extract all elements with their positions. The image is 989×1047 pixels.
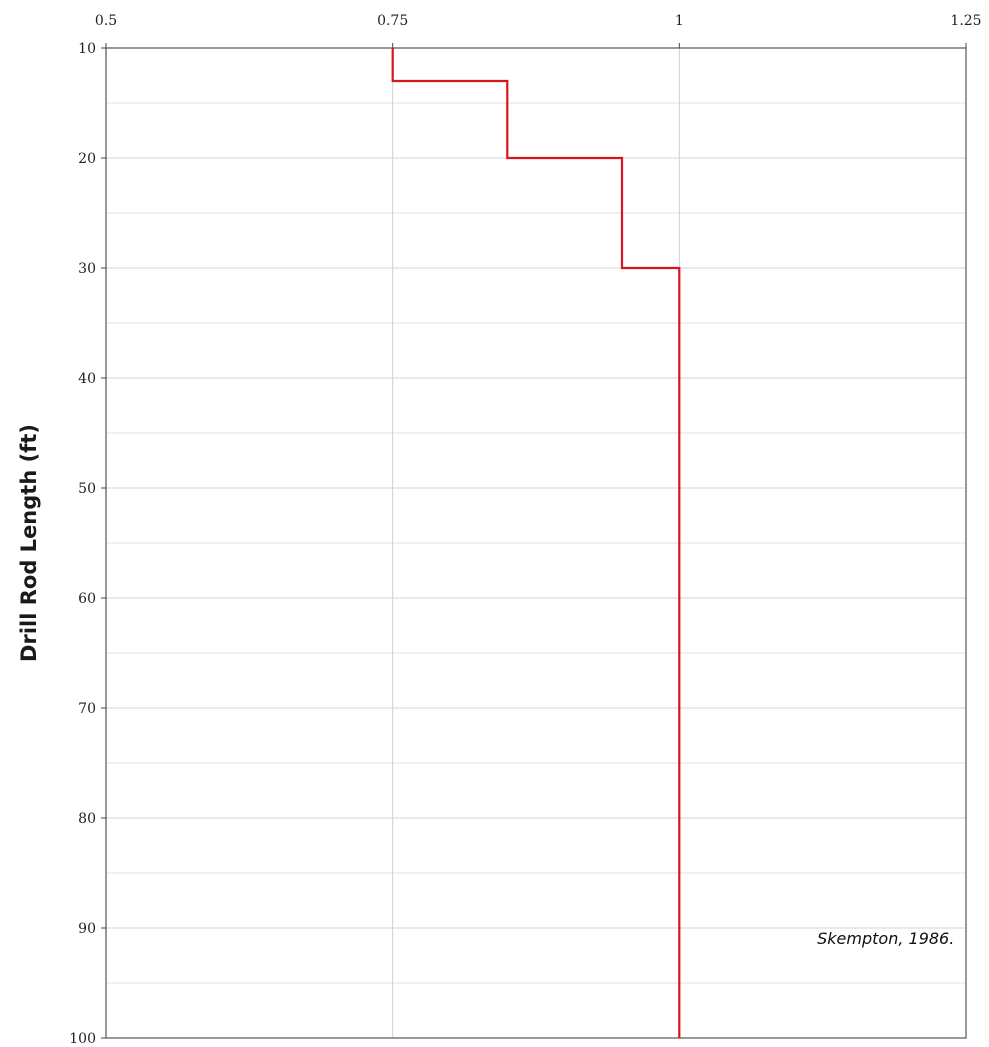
y-tick-label: 60 [78,591,96,607]
y-tick-label: 80 [78,811,96,827]
y-tick-label: 70 [78,701,96,717]
y-tick-label: 10 [78,41,96,57]
y-tick-label: 100 [69,1031,96,1047]
y-tick-label: 50 [78,481,96,497]
source-annotation: Skempton, 1986. [817,929,954,948]
y-axis-ticks: 10 20 30 40 50 60 70 80 90 100 [69,41,106,1047]
y-tick-label: 30 [78,261,96,277]
x-tick-label: 0.75 [377,13,408,29]
minor-gridlines [106,47,966,1039]
x-tick-label: 1.25 [950,13,981,29]
plot-area-frame [105,47,967,1039]
x-axis-ticks: 0.5 0.75 1 1.25 [95,13,982,48]
annotations: Skempton, 1986. [817,929,954,948]
y-tick-label: 90 [78,921,96,937]
series-line [391,48,681,1038]
x-tick-label: 1 [675,13,684,29]
y-tick-label: 20 [78,151,96,167]
x-tick-label: 0.5 [95,13,117,29]
series-group [391,48,681,1038]
y-axis-label: Drill Rod Length (ft) [17,424,41,662]
y-tick-label: 40 [78,371,96,387]
